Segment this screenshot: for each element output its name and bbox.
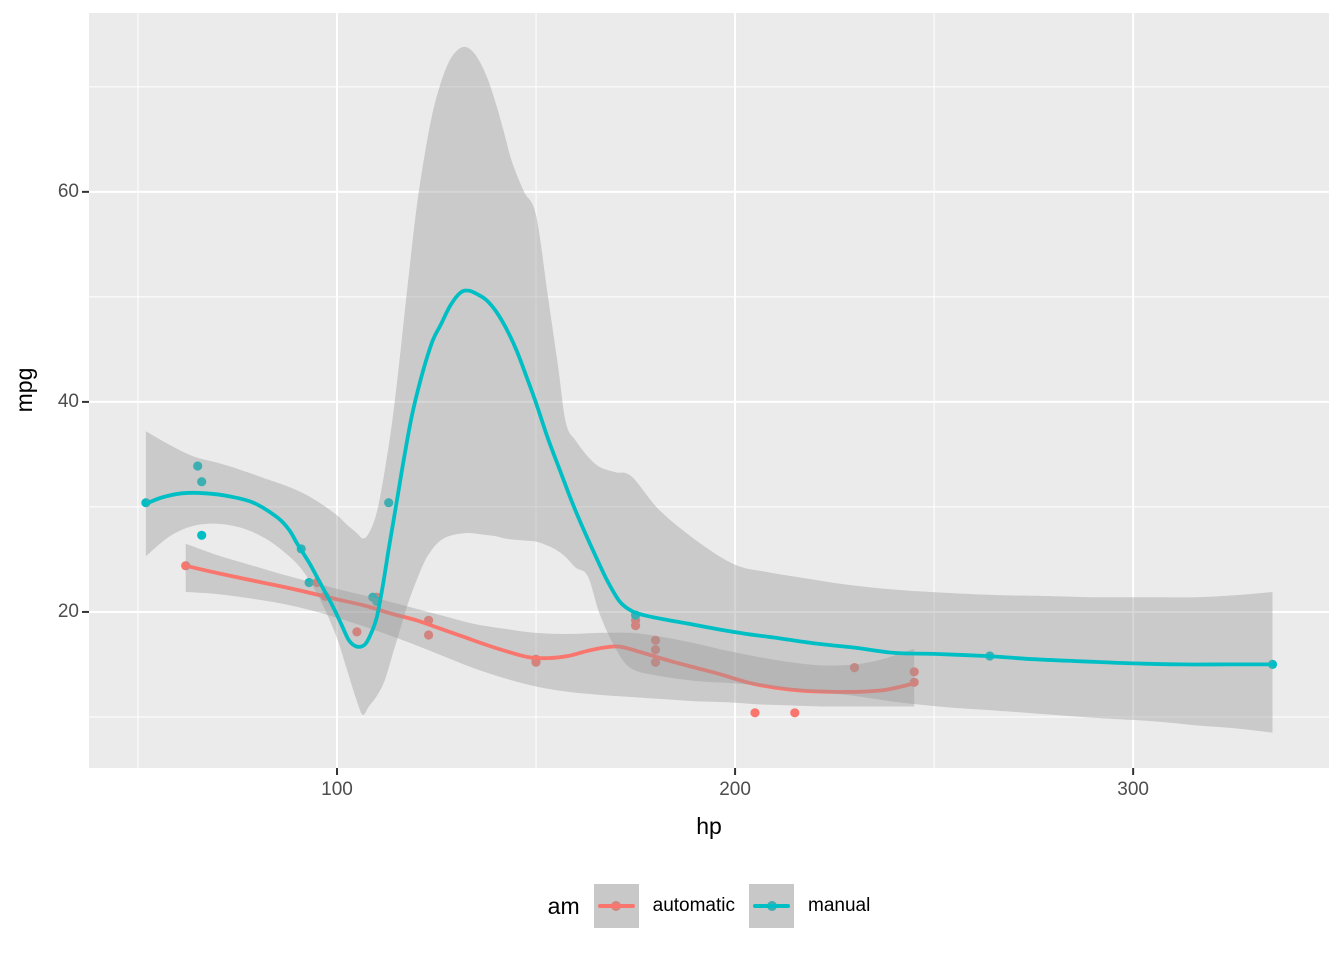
y-axis-tick-label: 40 — [57, 390, 79, 412]
data-point — [384, 498, 394, 508]
x-axis-title: hp — [696, 813, 722, 839]
x-axis-tick-label: 300 — [1117, 779, 1149, 800]
data-point — [368, 592, 378, 602]
data-point — [650, 645, 661, 655]
axis-ticks — [82, 190, 1135, 775]
legend-title: am — [547, 892, 580, 919]
y-axis-title: mpg — [11, 367, 37, 413]
gridlines — [89, 13, 1329, 768]
data-point — [650, 657, 661, 667]
data-point — [352, 627, 362, 637]
legend-key-manual — [749, 884, 794, 928]
y-axis-tick-label: 20 — [57, 600, 79, 622]
smooth-line-icon — [753, 904, 790, 908]
x-axis-tick-label: 100 — [321, 779, 353, 800]
data-point — [424, 630, 434, 640]
plot-panel — [89, 13, 1329, 768]
data-point — [193, 461, 203, 471]
confidence-ribbon-automatic — [185, 543, 915, 707]
data-point — [531, 657, 541, 667]
confidence-ribbon-manual — [145, 46, 1273, 733]
smooth-line-automatic — [183, 563, 917, 694]
legend-label-manual: manual — [808, 895, 871, 916]
data-point — [197, 530, 207, 540]
data-point — [849, 663, 860, 673]
data-point — [304, 577, 314, 588]
data-point — [197, 477, 207, 487]
x-axis-tick-label: 200 — [719, 779, 751, 800]
legend-label-automatic: automatic — [652, 895, 735, 916]
data-point — [909, 667, 919, 677]
legend: am automatic manual — [89, 884, 1329, 928]
y-axis-tick-label: 60 — [57, 180, 79, 202]
legend-key-automatic — [593, 884, 639, 928]
smooth-line-manual — [144, 288, 1275, 667]
smooth-line-icon — [597, 904, 635, 908]
data-point — [750, 708, 760, 718]
data-point — [650, 635, 661, 645]
data-point — [790, 708, 800, 718]
